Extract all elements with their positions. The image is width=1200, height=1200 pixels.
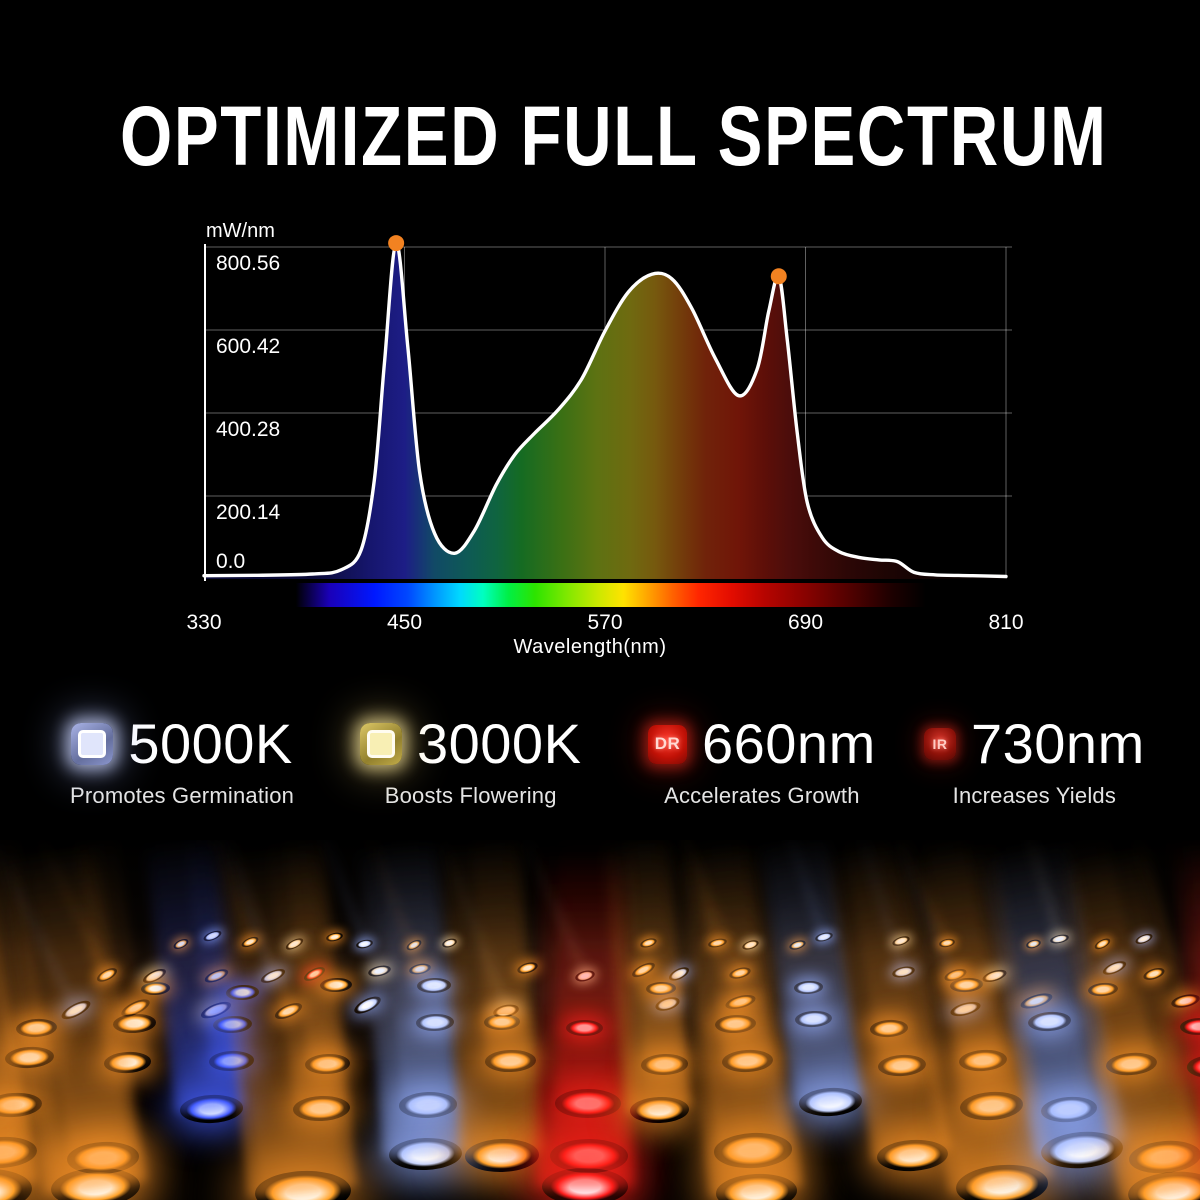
led-dot bbox=[254, 1168, 352, 1200]
feature-value: 660nm bbox=[702, 712, 876, 775]
led-dot bbox=[715, 1172, 799, 1200]
led-dot bbox=[954, 1161, 1050, 1200]
spectrum-chart: mW/nm 800.56 600.42 400.28 200.14 0.0 330 450 57… bbox=[186, 220, 1024, 658]
x-axis-title: Wavelength(nm) bbox=[513, 636, 667, 658]
y-tick-label: 400.28 bbox=[216, 418, 281, 441]
x-tick-label: 570 bbox=[587, 611, 623, 634]
led-dot bbox=[1040, 1094, 1099, 1124]
led-dot bbox=[1039, 1128, 1125, 1171]
light-haze bbox=[0, 900, 1200, 1060]
feature-item-3000k: 3000K Boosts Flowering bbox=[360, 716, 581, 809]
led-dot bbox=[550, 1138, 629, 1174]
white-led-icon bbox=[71, 723, 114, 765]
page-title: OPTIMIZED FULL SPECTRUM bbox=[120, 89, 1108, 183]
led-dot bbox=[1126, 1168, 1200, 1200]
feature-item-660nm: DR 660nm Accelerates Growth bbox=[648, 716, 876, 809]
led-dot bbox=[179, 1093, 244, 1124]
feature-label: Increases Yields bbox=[952, 783, 1117, 808]
feature-item-5000k: 5000K Promotes Germination bbox=[70, 716, 294, 809]
led-dot bbox=[798, 1086, 863, 1118]
feature-item-730nm: IR 730nm Increases Yields bbox=[924, 716, 1145, 809]
led-dot bbox=[388, 1136, 463, 1171]
infrared-led-icon: IR bbox=[924, 728, 956, 760]
y-tick-label: 0.0 bbox=[216, 550, 246, 573]
led-dot bbox=[555, 1089, 622, 1119]
yellow-led-icon bbox=[360, 723, 402, 765]
feature-label: Boosts Flowering bbox=[384, 783, 557, 808]
y-tick-label: 800.56 bbox=[216, 252, 281, 275]
led-dot bbox=[464, 1138, 540, 1173]
led-dot bbox=[629, 1095, 689, 1124]
led-dot bbox=[49, 1165, 141, 1200]
led-dot bbox=[398, 1090, 458, 1119]
y-axis-unit-label: mW/nm bbox=[206, 220, 275, 242]
led-board-photo bbox=[0, 840, 1200, 1200]
x-tick-label: 810 bbox=[988, 611, 1024, 634]
led-dot bbox=[0, 1091, 42, 1120]
feature-value: 5000K bbox=[128, 712, 293, 775]
led-dot bbox=[0, 1134, 38, 1171]
led-die bbox=[367, 730, 395, 758]
feature-label: Accelerates Growth bbox=[664, 783, 860, 808]
led-dot bbox=[876, 1138, 949, 1174]
led-dot bbox=[1127, 1137, 1200, 1176]
led-die bbox=[78, 730, 107, 758]
x-tick-label: 690 bbox=[787, 611, 824, 634]
feature-value: 3000K bbox=[417, 712, 582, 775]
feature-label: Promotes Germination bbox=[70, 783, 295, 808]
led-dot bbox=[713, 1131, 794, 1170]
y-tick-label: 600.42 bbox=[216, 335, 281, 358]
x-tick-label: 330 bbox=[186, 611, 222, 634]
y-tick-label: 200.14 bbox=[216, 501, 281, 524]
x-tick-label: 450 bbox=[386, 611, 423, 634]
spectrum-chart-svg bbox=[202, 235, 1012, 607]
led-dot bbox=[0, 1165, 33, 1200]
deep-red-led-icon: DR bbox=[648, 724, 687, 764]
led-dot bbox=[542, 1167, 628, 1200]
led-dot bbox=[958, 1090, 1024, 1123]
led-dot bbox=[292, 1094, 351, 1123]
led-dot bbox=[66, 1140, 141, 1176]
feature-value: 730nm bbox=[971, 712, 1145, 775]
